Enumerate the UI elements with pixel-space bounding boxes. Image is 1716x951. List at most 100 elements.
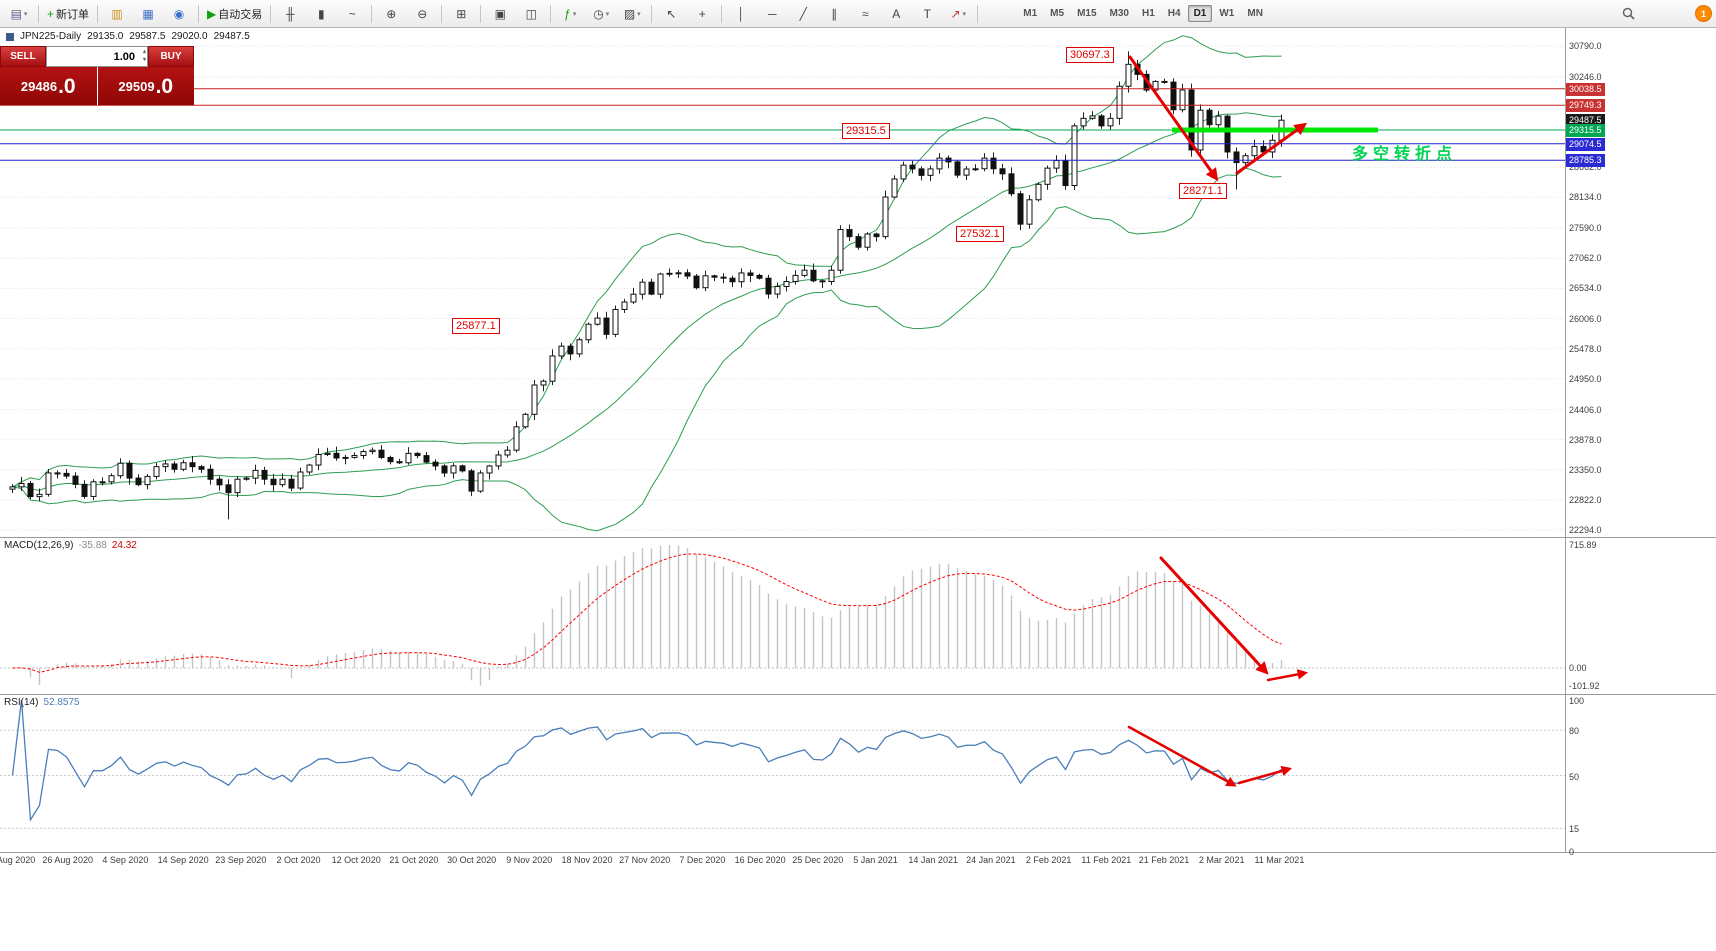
price-axis-label: 24406.0 (1569, 404, 1602, 415)
date-axis-label: 9 Nov 2020 (506, 855, 553, 865)
symbol-icon (6, 32, 14, 41)
text-label-button[interactable]: T (912, 2, 942, 26)
price-tag-last-price: 29487.5 (1566, 114, 1605, 128)
dropdown-caret-icon: ▾ (962, 10, 967, 18)
price-callout[interactable]: 27532.1 (956, 226, 1004, 242)
trendline-icon: ╱ (799, 6, 807, 21)
zoom-out-button[interactable]: ⊖ (407, 2, 437, 26)
volume-input[interactable]: 1.00 ▴ ▾ (46, 46, 148, 67)
date-axis-label: 14 Sep 2020 (157, 855, 209, 865)
price-axis-label: 22294.0 (1569, 525, 1602, 535)
trend-arrow[interactable] (1237, 765, 1293, 785)
timeframe-button-W1[interactable]: W1 (1219, 8, 1235, 19)
trend-arrow[interactable] (1128, 55, 1219, 182)
price-callout[interactable]: 29315.5 (842, 123, 890, 139)
rsi-axis-label: 50 (1569, 771, 1580, 782)
line-chart-icon: ~ (348, 6, 356, 21)
toolbar-separator (977, 4, 979, 23)
rsi-axis-label: 0 (1569, 847, 1575, 857)
horizontal-line-button[interactable]: ─ (757, 2, 787, 26)
market-watch-button[interactable]: ▥ (102, 2, 132, 26)
navigator-button[interactable]: ◉ (164, 2, 194, 26)
price-callout[interactable]: 30697.3 (1066, 47, 1114, 63)
price-callout[interactable]: 25877.1 (452, 318, 500, 334)
arrows-button[interactable]: ↗ ▾ (943, 2, 973, 26)
trendline-button[interactable]: ╱ (788, 2, 818, 26)
cascade-windows-button[interactable]: ▣ (485, 2, 515, 26)
templates-button[interactable]: ▨ ▾ (617, 2, 647, 26)
fibonacci-icon: ≈ (861, 6, 869, 21)
equidistant-channel-button[interactable]: ∥ (819, 2, 849, 26)
zoom-in-button[interactable]: ⊕ (376, 2, 406, 26)
timeframe-button-M1[interactable]: M1 (1023, 8, 1038, 19)
timeframe-button-M15[interactable]: M15 (1077, 8, 1097, 19)
notification-badge[interactable]: 1 (1695, 5, 1712, 22)
spinner-up-icon[interactable]: ▴ (142, 49, 146, 55)
volume-spinner[interactable]: ▴ ▾ (143, 48, 146, 64)
toolbar-separator (651, 4, 653, 23)
search-icon[interactable] (1613, 2, 1643, 26)
macd-indicator-label: MACD(12,26,9) -35.88 24.32 (4, 540, 137, 551)
date-axis-label: 5 Jan 2021 (853, 855, 898, 865)
timeframe-button-M5[interactable]: M5 (1050, 8, 1065, 19)
turning-point-label: 多空转折点 (1352, 146, 1458, 163)
dropdown-caret-icon: ▾ (605, 10, 610, 18)
buy-price-display[interactable]: 29509.0 (97, 67, 194, 105)
date-axis-label: 12 Oct 2020 (331, 855, 381, 865)
line-chart-button[interactable]: ~ (337, 2, 367, 26)
date-axis-label: 16 Dec 2020 (734, 855, 786, 865)
data-window-button[interactable]: ▦ (133, 2, 163, 26)
chart-window-button[interactable]: ▤ ▾ (4, 2, 34, 26)
ohlc-low: 29020.0 (171, 31, 208, 42)
periods-button[interactable]: ◷ ▾ (586, 2, 616, 26)
timeframe-button-H1[interactable]: H1 (1141, 8, 1155, 19)
trend-arrow[interactable] (1159, 556, 1269, 675)
timeframe-button-MN[interactable]: MN (1247, 8, 1263, 19)
candlestick-chart-icon: ▮ (317, 6, 325, 21)
text-button[interactable]: A (881, 2, 911, 26)
price-tag-support-1: 29074.5 (1566, 137, 1605, 151)
buy-price-main: 29509 (118, 78, 155, 94)
main-toolbar: ▤ ▾ + 新订单 ▥ ▦ ◉ ▶ 自动交易 ╫ ▮ ~ ⊕ ⊖ ⊞ ▣ ◫ ƒ ▾ ◷ ▾ ▨ ▾ ↖ + │ ─ ╱ ∥ ≈ A T ↗ ▾ … (0, 0, 1716, 28)
crosshair-button[interactable]: + (687, 2, 717, 26)
trade-panel-prices: 29486.0 29509.0 (0, 67, 194, 105)
price-callout[interactable]: 28271.1 (1179, 183, 1227, 199)
fibonacci-button[interactable]: ≈ (850, 2, 880, 26)
new-order-button[interactable]: + 新订单 (43, 2, 93, 26)
timeframe-button-H4[interactable]: H4 (1167, 8, 1181, 19)
date-axis-label: 11 Feb 2021 (1081, 855, 1132, 865)
sell-button[interactable]: SELL (0, 46, 46, 67)
bar-chart-button[interactable]: ╫ (275, 2, 305, 26)
buy-button[interactable]: BUY (148, 46, 194, 67)
price-axis-label: 30246.0 (1569, 71, 1602, 82)
arrows-icon: ↗ (950, 6, 961, 21)
spinner-down-icon[interactable]: ▾ (142, 57, 146, 63)
auto-trading-button[interactable]: ▶ 自动交易 (203, 2, 266, 26)
macd-axis-label: -101.92 (1569, 680, 1600, 691)
price-axis-label: 26006.0 (1569, 313, 1602, 324)
cursor-button[interactable]: ↖ (656, 2, 686, 26)
dropdown-caret-icon: ▾ (23, 10, 28, 18)
trend-arrow[interactable] (1235, 122, 1308, 175)
toolbar-right: 1 (1613, 2, 1716, 26)
trend-arrow[interactable] (1266, 669, 1309, 682)
ohlc-open: 29135.0 (87, 31, 124, 42)
arrange-windows-button[interactable]: ◫ (516, 2, 546, 26)
price-tag-support-2: 28785.3 (1566, 154, 1605, 168)
macd-main-value: -35.88 (78, 540, 107, 551)
timeframe-button-D1[interactable]: D1 (1187, 5, 1213, 22)
tile-windows-button[interactable]: ⊞ (446, 2, 476, 26)
price-tag-resistance-1: 30038.5 (1566, 82, 1605, 96)
trend-arrow[interactable] (1127, 725, 1237, 787)
volume-value: 1.00 (113, 50, 135, 63)
date-axis-label: 4 Sep 2020 (102, 855, 149, 865)
vertical-line-button[interactable]: │ (726, 2, 756, 26)
sell-price-display[interactable]: 29486.0 (0, 67, 97, 105)
price-axis-label: 25478.0 (1569, 343, 1602, 354)
price-axis-label: 23350.0 (1569, 464, 1602, 475)
indicators-button[interactable]: ƒ ▾ (555, 2, 585, 26)
timeframe-button-M30[interactable]: M30 (1109, 8, 1129, 19)
candlestick-chart-button[interactable]: ▮ (306, 2, 336, 26)
